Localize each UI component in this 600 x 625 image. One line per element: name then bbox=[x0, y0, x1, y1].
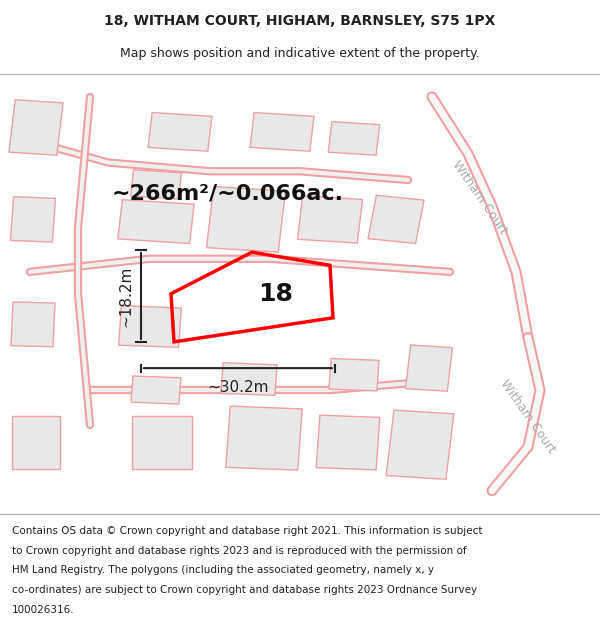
Polygon shape bbox=[131, 170, 181, 199]
Text: HM Land Registry. The polygons (including the associated geometry, namely x, y: HM Land Registry. The polygons (includin… bbox=[12, 566, 434, 576]
Polygon shape bbox=[12, 416, 60, 469]
Polygon shape bbox=[148, 112, 212, 151]
Text: Map shows position and indicative extent of the property.: Map shows position and indicative extent… bbox=[120, 48, 480, 61]
Polygon shape bbox=[406, 345, 452, 391]
Text: to Crown copyright and database rights 2023 and is reproduced with the permissio: to Crown copyright and database rights 2… bbox=[12, 546, 467, 556]
Text: Witham Court: Witham Court bbox=[450, 158, 510, 237]
Polygon shape bbox=[329, 359, 379, 391]
Polygon shape bbox=[11, 302, 55, 347]
Polygon shape bbox=[386, 410, 454, 479]
Text: ~30.2m: ~30.2m bbox=[207, 380, 269, 396]
Polygon shape bbox=[118, 199, 194, 244]
Text: ~18.2m: ~18.2m bbox=[119, 265, 133, 327]
Polygon shape bbox=[316, 415, 380, 470]
Text: 18: 18 bbox=[259, 282, 293, 306]
Polygon shape bbox=[250, 112, 314, 151]
Polygon shape bbox=[328, 122, 380, 155]
Polygon shape bbox=[226, 406, 302, 470]
Text: 18, WITHAM COURT, HIGHAM, BARNSLEY, S75 1PX: 18, WITHAM COURT, HIGHAM, BARNSLEY, S75 … bbox=[104, 14, 496, 28]
Polygon shape bbox=[9, 100, 63, 155]
Polygon shape bbox=[119, 306, 181, 348]
Polygon shape bbox=[131, 376, 181, 404]
Polygon shape bbox=[10, 197, 56, 242]
Polygon shape bbox=[298, 196, 362, 243]
Text: co-ordinates) are subject to Crown copyright and database rights 2023 Ordnance S: co-ordinates) are subject to Crown copyr… bbox=[12, 585, 477, 595]
Polygon shape bbox=[206, 187, 286, 252]
Polygon shape bbox=[221, 362, 277, 396]
Text: Witham Court: Witham Court bbox=[498, 377, 558, 456]
Polygon shape bbox=[368, 195, 424, 244]
Text: Contains OS data © Crown copyright and database right 2021. This information is : Contains OS data © Crown copyright and d… bbox=[12, 526, 482, 536]
Polygon shape bbox=[132, 416, 192, 469]
Text: 100026316.: 100026316. bbox=[12, 605, 74, 615]
Text: ~266m²/~0.066ac.: ~266m²/~0.066ac. bbox=[112, 183, 344, 203]
